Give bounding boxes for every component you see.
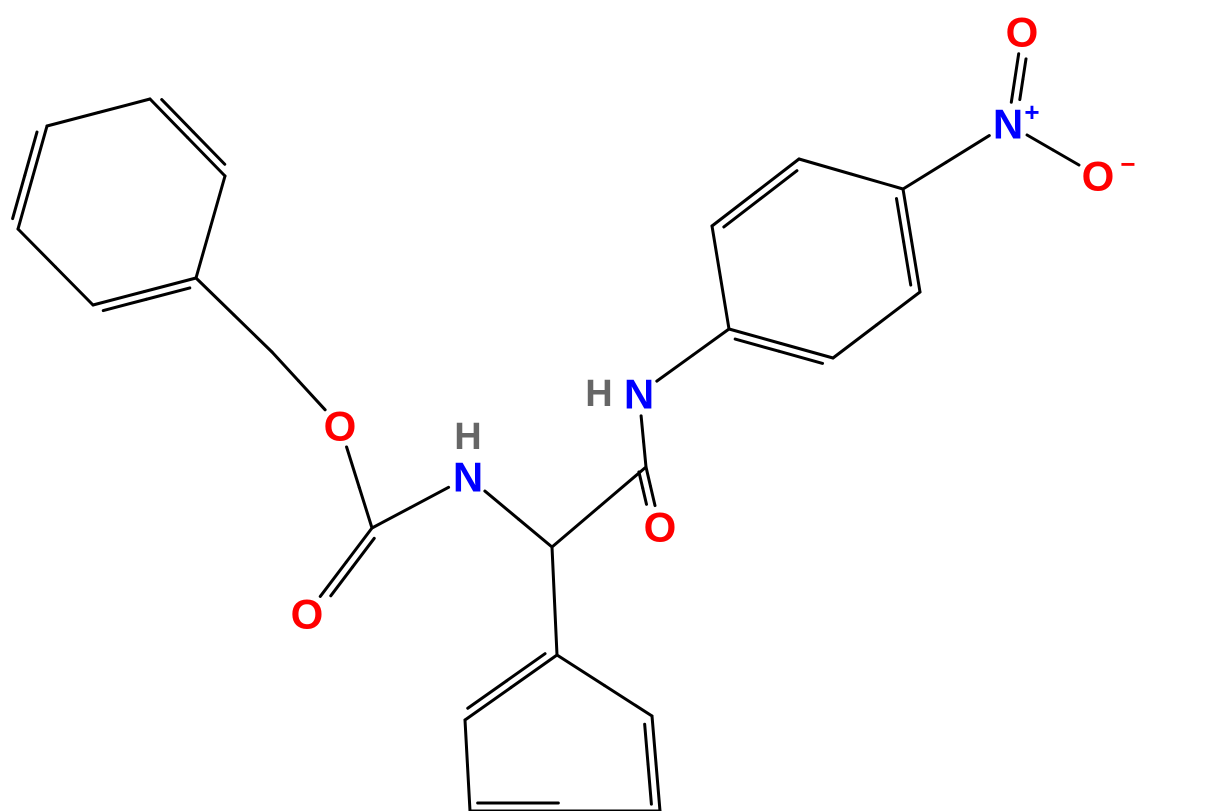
- atom-label-n: N: [453, 454, 483, 501]
- charge-label: −: [1120, 149, 1135, 179]
- atom-label-h: H: [585, 373, 612, 415]
- atom-label-h: H: [454, 416, 481, 458]
- atom-label-o: O: [1006, 9, 1039, 56]
- atom-label-n: N: [624, 371, 654, 418]
- atom-label-o: O: [644, 504, 677, 551]
- molecule-diagram: OONHONHN+OO−: [0, 0, 1205, 811]
- atom-label-o: O: [1082, 153, 1115, 200]
- charge-label: +: [1024, 97, 1039, 127]
- atom-label-o: O: [324, 403, 357, 450]
- atom-label-n: N: [993, 101, 1023, 148]
- atom-label-o: O: [291, 591, 324, 638]
